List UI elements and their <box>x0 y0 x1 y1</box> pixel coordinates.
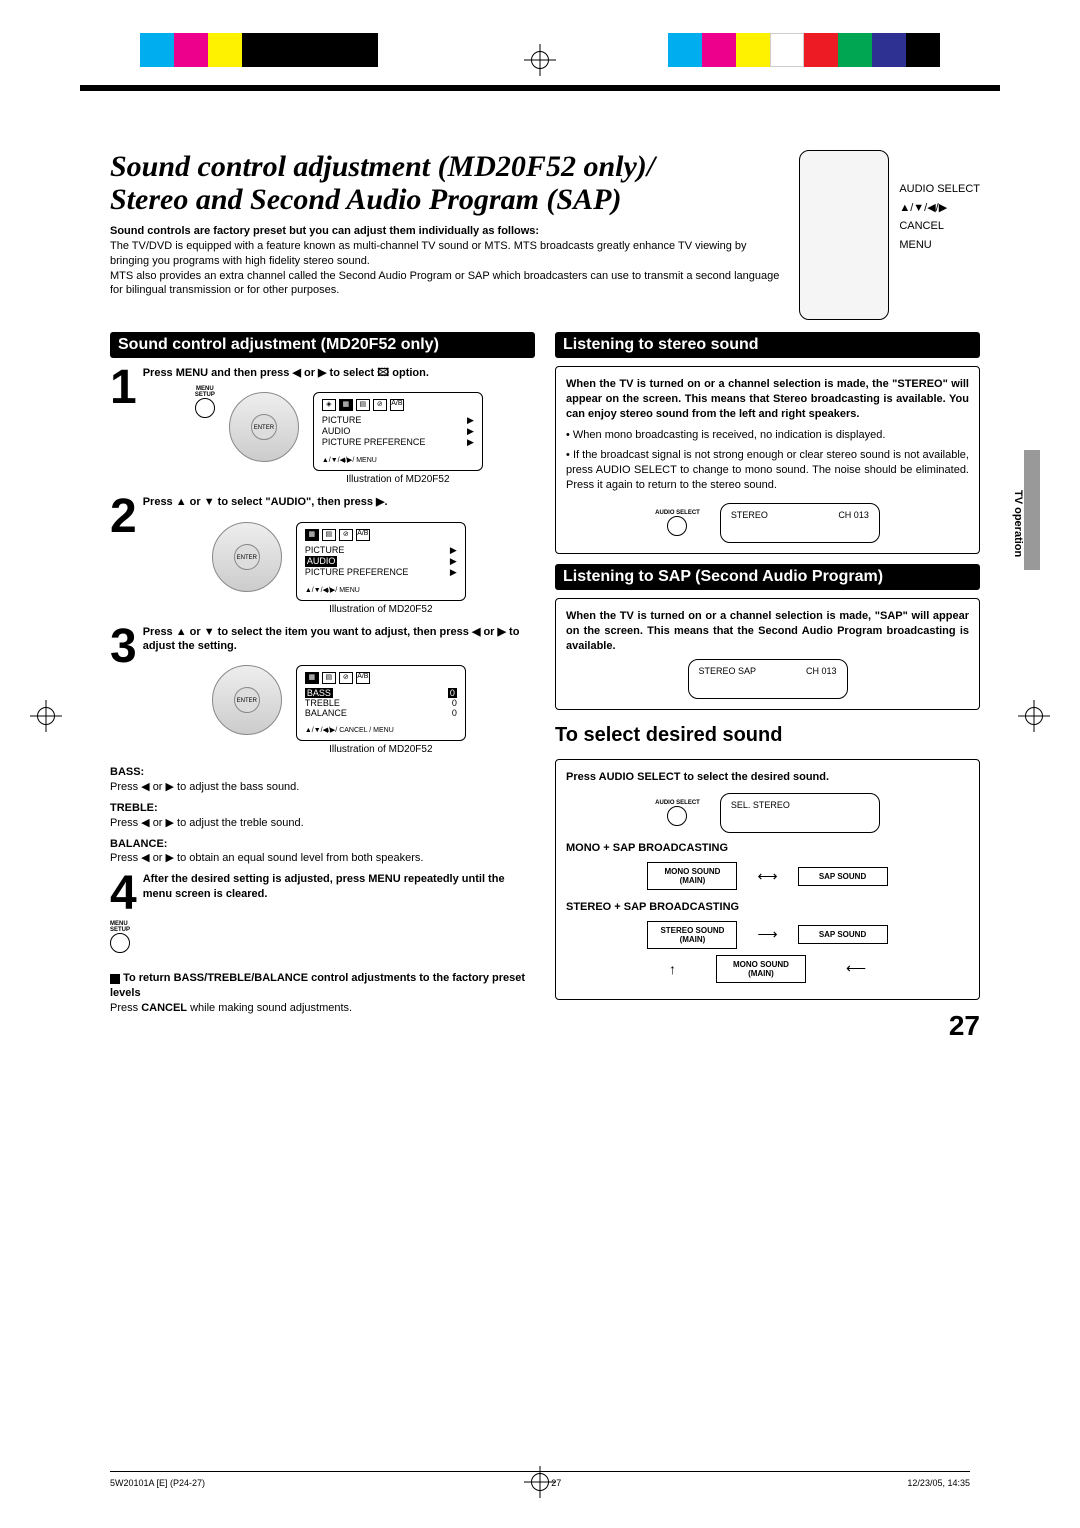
stereo-bullet: • When mono broadcasting is received, no… <box>566 428 969 443</box>
menu-screen-1: ◈▦▤⊘A/B PICTURE▶ AUDIO▶ PICTURE PREFEREN… <box>313 392 483 471</box>
stereo-box: When the TV is turned on or a channel se… <box>555 366 980 554</box>
arrow-right-icon: ⟶ <box>757 926 777 943</box>
stereo-bullet: • If the broadcast signal is not strong … <box>566 448 969 493</box>
treble-adjustment: TREBLE: Press ◀ or ▶ to adjust the trebl… <box>110 801 535 831</box>
side-tab <box>1024 450 1040 570</box>
menu-setup-label: MENU SETUP <box>110 921 535 933</box>
colorbar-left <box>140 33 378 67</box>
registration-mark <box>1018 700 1050 732</box>
stereo-sap-heading: STEREO + SAP BROADCASTING <box>566 900 969 915</box>
footer: 5W20101A [E] (P24-27) 27 12/23/05, 14:35 <box>110 1471 970 1488</box>
stereo-sap-flow: STEREO SOUND(MAIN) ⟶ SAP SOUND <box>566 921 969 949</box>
tv-screen-stereo: STEREO CH 013 <box>720 503 880 543</box>
section-select-sound: To select desired sound <box>555 720 980 751</box>
intro-text: Sound controls are factory preset but yo… <box>110 224 783 298</box>
dpad-illustration: ENTER <box>229 392 299 462</box>
section-stereo: Listening to stereo sound <box>555 332 980 358</box>
remote-illustration <box>799 150 889 320</box>
audio-select-button-icon <box>667 806 687 826</box>
page-content: Sound control adjustment (MD20F52 only)/… <box>110 150 980 1022</box>
header-divider <box>80 85 1000 91</box>
square-bullet-icon <box>110 974 120 984</box>
arrow-left-icon: ⟵ <box>846 960 866 977</box>
remote-labels: AUDIO SELECT ▲/▼/◀/▶ CANCEL MENU <box>895 150 980 255</box>
page-number: 27 <box>949 1010 980 1042</box>
registration-mark <box>30 700 62 732</box>
section-sap: Listening to SAP (Second Audio Program) <box>555 564 980 590</box>
sap-box: When the TV is turned on or a channel se… <box>555 598 980 711</box>
menu-button-icon <box>110 933 130 953</box>
audio-select-button-icon <box>667 516 687 536</box>
step-2: 2 Press ▲ or ▼ to select "AUDIO", then p… <box>110 495 535 614</box>
step-3: 3 Press ▲ or ▼ to select the item you wa… <box>110 625 535 756</box>
dpad-illustration: ENTER <box>212 522 282 592</box>
balance-adjustment: BALANCE: Press ◀ or ▶ to obtain an equal… <box>110 837 535 867</box>
tv-screen-sap: STEREO SAP CH 013 <box>688 659 848 699</box>
dpad-illustration: ENTER <box>212 665 282 735</box>
select-sound-box: Press AUDIO SELECT to select the desired… <box>555 759 980 1000</box>
menu-screen-3: ▦▤⊘A/B BASS0 TREBLE0 BALANCE0 ▲/▼/◀/▶/ C… <box>296 665 466 741</box>
section-sound-control: Sound control adjustment (MD20F52 only) <box>110 332 535 358</box>
mono-sap-heading: MONO + SAP BROADCASTING <box>566 841 969 856</box>
mono-sap-flow: MONO SOUND(MAIN) ⟷ SAP SOUND <box>566 862 969 890</box>
registration-mark <box>524 44 556 76</box>
bass-adjustment: BASS: Press ◀ or ▶ to adjust the bass so… <box>110 765 535 795</box>
left-column: Sound control adjustment (MD20F52 only) … <box>110 332 535 1022</box>
colorbar-right <box>668 33 940 67</box>
page-title: Sound control adjustment (MD20F52 only)/… <box>110 150 783 216</box>
menu-setup-label: MENU SETUP <box>195 386 215 398</box>
menu-button-icon <box>195 398 215 418</box>
right-column: Listening to stereo sound When the TV is… <box>555 332 980 1022</box>
tv-screen-select: SEL. STEREO <box>720 793 880 833</box>
side-label: TV operation <box>1012 490 1024 557</box>
menu-screen-2: ▦▤⊘A/B PICTURE▶ AUDIO▶ PICTURE PREFERENC… <box>296 522 466 601</box>
arrow-up-icon: ↑ <box>669 961 676 977</box>
arrow-lr-icon: ⟷ <box>757 868 777 885</box>
step-4: 4 After the desired setting is adjusted,… <box>110 872 535 953</box>
reset-section: To return BASS/TREBLE/BALANCE control ad… <box>110 971 535 1016</box>
step-1: 1 Press MENU and then press ◀ or ▶ to se… <box>110 366 535 485</box>
